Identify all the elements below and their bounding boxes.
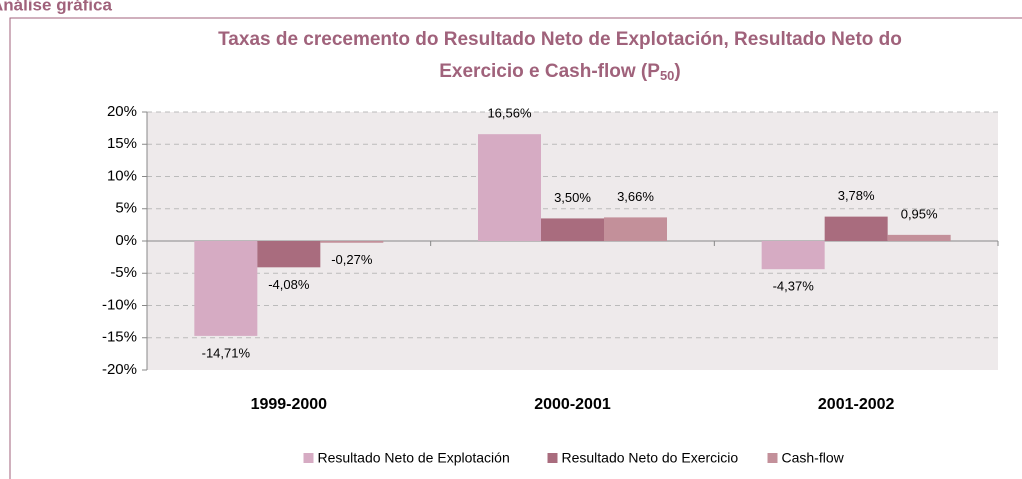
y-tick-label: 0% [115,232,137,249]
legend-label: Resultado Neto do Exercicio [562,450,739,466]
bar [320,241,384,243]
y-tick-label: -5% [110,264,137,281]
bar [824,216,888,241]
x-tick-label: 2000-2001 [534,396,611,413]
title-suffix: ) [674,61,680,82]
value-label: -14,71% [202,345,251,360]
bar [194,241,258,336]
bar [257,241,321,268]
value-label: -0,27% [331,252,373,267]
chart-frame [9,17,1022,479]
y-tick-label: 5% [115,200,137,217]
value-label: -4,37% [773,279,815,294]
chart-title: Exercicio e Cash-flow (P50) [439,61,680,83]
value-label: 3,78% [838,188,875,203]
bar [604,217,667,241]
bar [761,241,825,270]
legend-swatch [767,453,778,463]
bar [541,218,604,241]
value-label: -4,08% [268,277,310,292]
title-text: Exercicio e Cash-flow (P [439,61,660,82]
title-subscript: 50 [660,68,674,83]
value-label: 16,56% [487,106,532,121]
legend-label: Cash-flow [782,450,845,466]
x-tick-label: 2001-2002 [818,396,895,413]
value-label: 3,50% [554,190,591,205]
legend-swatch [303,453,314,463]
value-label: 0,95% [901,206,938,221]
y-tick-label: 15% [107,135,137,152]
legend-label: Resultado Neto de Explotación [318,450,510,466]
y-tick-label: -15% [102,329,137,346]
y-tick-label: -20% [102,361,137,378]
value-label: 3,66% [617,189,654,204]
y-tick-label: -10% [102,296,137,313]
section-header: Análise gráfica [0,0,112,14]
y-tick-label: 10% [107,167,137,184]
x-tick-label: 1999-2000 [251,396,328,413]
chart-title: Taxas de crecemento do Resultado Neto de… [218,29,902,50]
legend-swatch [547,453,558,463]
bar [887,234,951,241]
y-tick-label: 20% [107,103,137,120]
bar [478,134,541,241]
